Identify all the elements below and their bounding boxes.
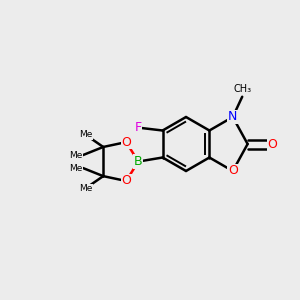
Text: N: N — [228, 110, 238, 124]
Text: F: F — [135, 121, 142, 134]
Text: Me: Me — [79, 130, 92, 139]
Text: O: O — [228, 164, 238, 178]
Text: CH₃: CH₃ — [233, 84, 251, 94]
Text: O: O — [267, 137, 277, 151]
Text: Me: Me — [79, 184, 92, 193]
Text: O: O — [121, 136, 131, 148]
Text: O: O — [121, 175, 131, 188]
Text: Me: Me — [70, 151, 83, 160]
Text: Me: Me — [70, 164, 83, 172]
Text: B: B — [134, 155, 142, 168]
